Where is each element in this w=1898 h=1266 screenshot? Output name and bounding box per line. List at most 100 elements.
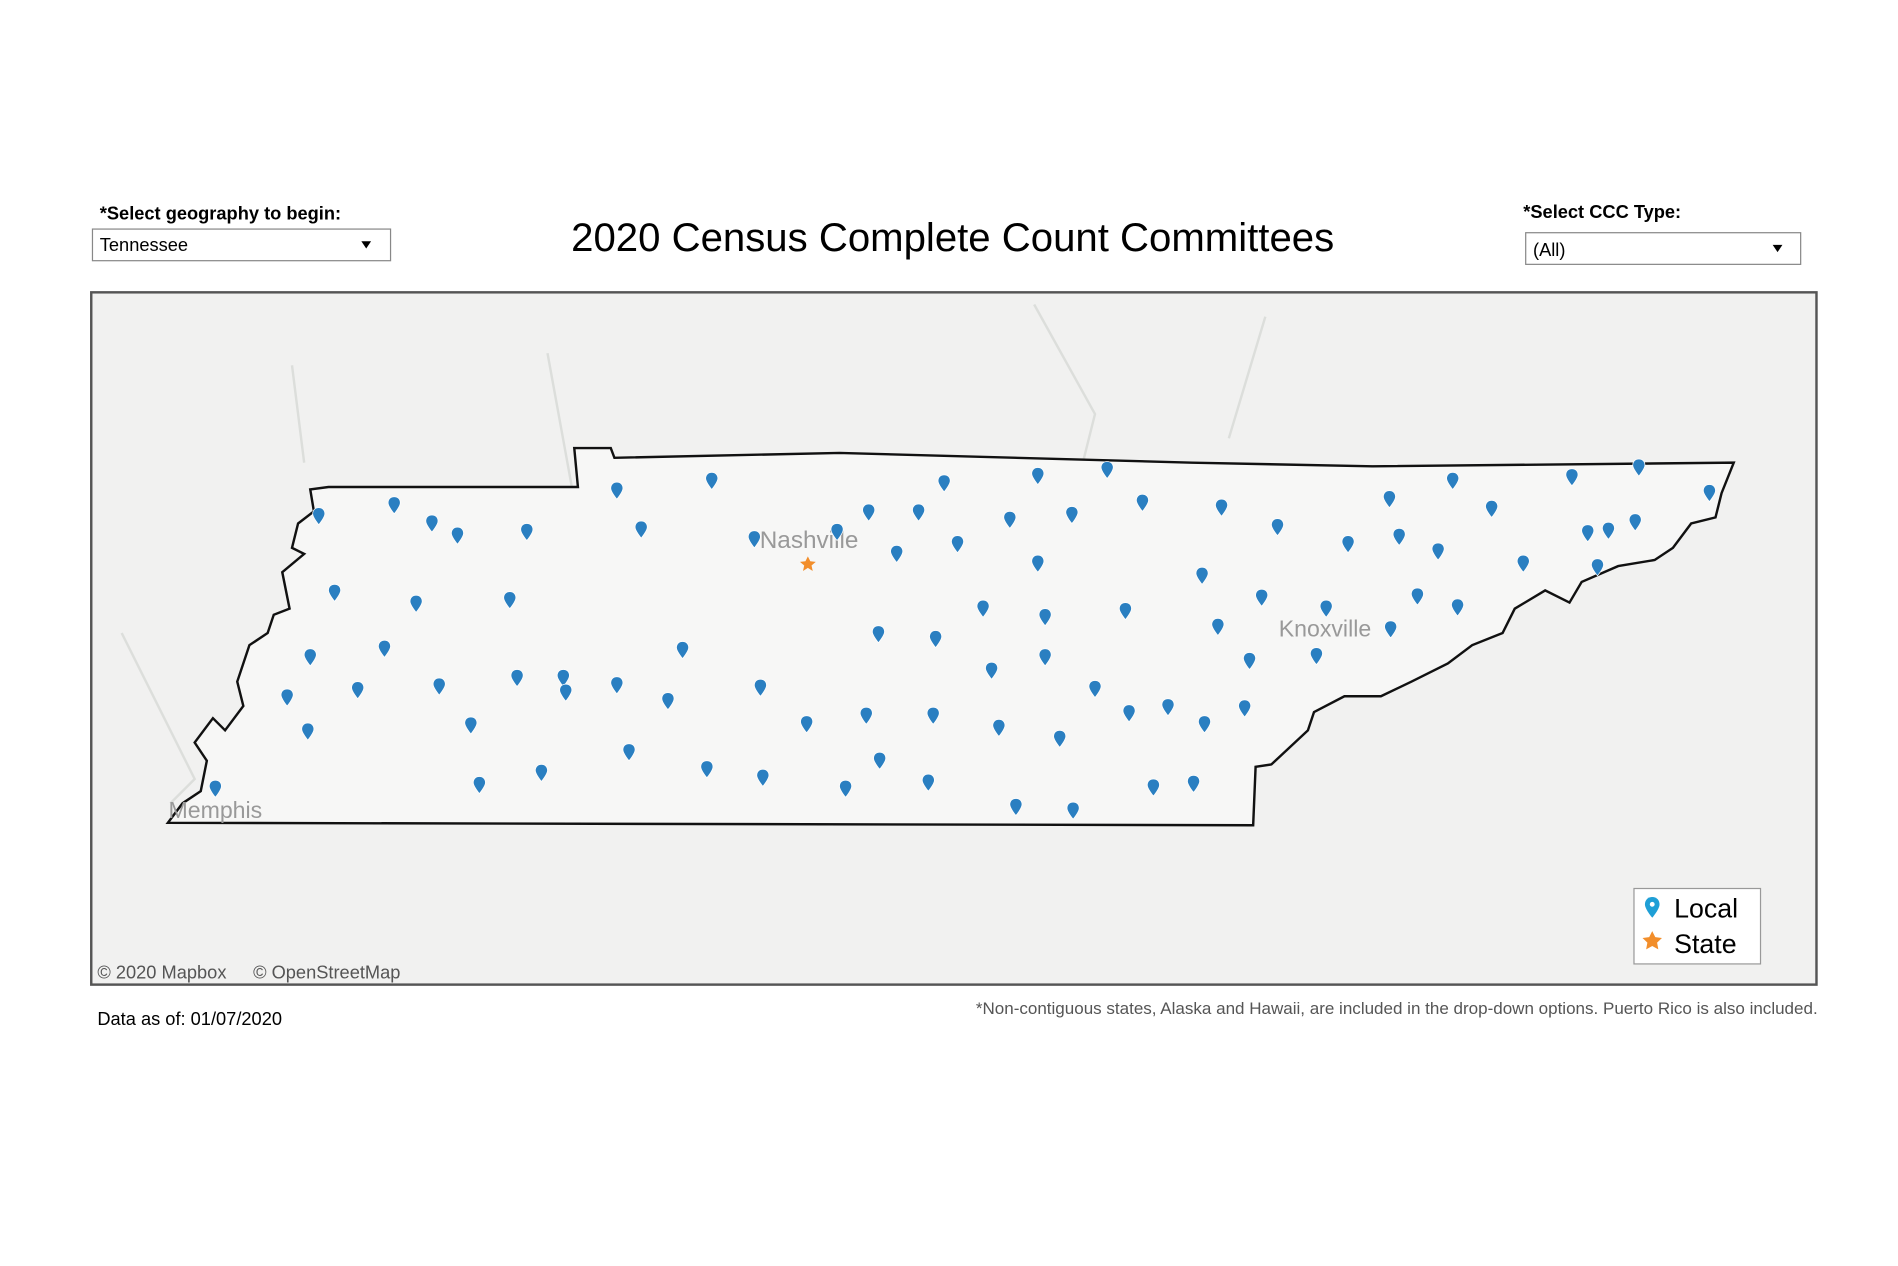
local-pin[interactable]	[1009, 798, 1023, 817]
local-pin[interactable]	[926, 706, 940, 725]
local-pin[interactable]	[1392, 528, 1406, 546]
dropdown-arrow[interactable]	[1772, 244, 1783, 253]
local-pin[interactable]	[610, 676, 624, 695]
local-pin[interactable]	[432, 677, 446, 696]
local-pin[interactable]	[1136, 493, 1149, 512]
local-pin[interactable]	[800, 715, 814, 734]
local-pin[interactable]	[622, 743, 636, 762]
local-pin[interactable]	[280, 688, 294, 707]
local-pin[interactable]	[1211, 618, 1225, 637]
local-pin[interactable]	[839, 779, 853, 798]
local-pin[interactable]	[862, 503, 876, 522]
local-pin[interactable]	[510, 669, 524, 688]
local-pin[interactable]	[859, 706, 873, 725]
local-pin[interactable]	[921, 773, 935, 792]
local-pin[interactable]	[464, 716, 478, 735]
local-pin[interactable]	[1601, 521, 1615, 540]
local-pin[interactable]	[1431, 542, 1445, 561]
local-pin[interactable]	[1451, 598, 1465, 617]
local-pin[interactable]	[756, 768, 770, 787]
local-pin[interactable]	[1446, 472, 1460, 491]
local-pin[interactable]	[1243, 652, 1256, 671]
local-pin[interactable]	[1031, 467, 1045, 486]
dropdown-arrow[interactable]	[361, 241, 372, 249]
local-pin[interactable]	[871, 625, 885, 644]
local-pin[interactable]	[1632, 458, 1646, 477]
local-pin[interactable]	[1187, 774, 1200, 793]
local-pin[interactable]	[1161, 698, 1175, 717]
map[interactable]: Nashville Knoxville Memphis © 2020 Mapbo…	[90, 291, 1818, 986]
local-pin[interactable]	[1382, 490, 1396, 509]
local-pin[interactable]	[1319, 599, 1333, 618]
local-pin[interactable]	[303, 648, 317, 667]
local-pin[interactable]	[976, 599, 990, 618]
local-pin[interactable]	[1146, 778, 1160, 797]
local-pin[interactable]	[503, 591, 517, 610]
local-pin[interactable]	[1066, 801, 1080, 820]
local-pin[interactable]	[472, 776, 486, 795]
local-pin[interactable]	[937, 474, 951, 493]
local-pin[interactable]	[1384, 620, 1398, 639]
local-pin[interactable]	[1581, 524, 1595, 543]
local-pin[interactable]	[830, 523, 844, 542]
local-pin[interactable]	[676, 641, 689, 660]
state-marker[interactable]	[799, 556, 816, 571]
local-pin[interactable]	[912, 503, 926, 522]
local-pin[interactable]	[1198, 715, 1211, 734]
local-pin[interactable]	[1565, 468, 1579, 487]
local-pin[interactable]	[312, 507, 326, 526]
local-pin[interactable]	[1065, 506, 1079, 525]
local-pin[interactable]	[890, 545, 904, 564]
dropdown-value[interactable]: Tennessee	[100, 234, 188, 255]
local-pin[interactable]	[1271, 518, 1284, 537]
local-pin[interactable]	[351, 681, 365, 700]
local-pin[interactable]	[409, 594, 423, 613]
local-pin[interactable]	[700, 760, 714, 779]
local-pin[interactable]	[1003, 510, 1017, 529]
local-pin[interactable]	[1195, 566, 1209, 585]
geography-dropdown[interactable]: Tennessee	[91, 228, 392, 262]
local-pin[interactable]	[873, 751, 887, 770]
local-pin[interactable]	[1031, 554, 1045, 573]
local-pin[interactable]	[1309, 647, 1323, 666]
local-pin[interactable]	[1038, 608, 1052, 627]
dropdown-box[interactable]	[91, 228, 392, 262]
type-dropdown[interactable]: (All)	[1525, 232, 1802, 265]
dropdown-value[interactable]: (All)	[1533, 239, 1565, 260]
local-pin[interactable]	[1100, 461, 1114, 480]
local-pin[interactable]	[1591, 558, 1604, 577]
local-pin[interactable]	[451, 526, 464, 545]
local-pin[interactable]	[208, 779, 222, 798]
local-pin[interactable]	[425, 514, 439, 533]
local-pin[interactable]	[387, 496, 401, 515]
local-pin[interactable]	[705, 472, 719, 491]
local-pin[interactable]	[610, 481, 624, 500]
local-pin[interactable]	[661, 692, 675, 711]
local-pin[interactable]	[992, 719, 1006, 737]
local-pin[interactable]	[1122, 704, 1136, 723]
local-pin[interactable]	[1341, 535, 1355, 554]
local-pin[interactable]	[328, 583, 342, 602]
local-pin[interactable]	[520, 523, 534, 542]
local-pin[interactable]	[378, 639, 391, 658]
local-pin[interactable]	[1038, 648, 1052, 667]
local-pin[interactable]	[747, 530, 761, 549]
local-pin[interactable]	[1215, 498, 1228, 517]
local-pin[interactable]	[1485, 500, 1499, 518]
local-pin[interactable]	[1628, 513, 1642, 532]
local-pin[interactable]	[1702, 484, 1716, 503]
local-pin[interactable]	[929, 630, 943, 649]
local-pin[interactable]	[301, 722, 315, 741]
local-pin[interactable]	[1255, 588, 1269, 607]
local-pin[interactable]	[1516, 554, 1530, 573]
local-pin[interactable]	[534, 764, 548, 783]
local-pin[interactable]	[985, 661, 999, 680]
local-pin[interactable]	[1238, 699, 1252, 718]
local-pin[interactable]	[1088, 680, 1102, 699]
local-pin[interactable]	[1118, 602, 1132, 621]
local-pin[interactable]	[559, 683, 573, 702]
dropdown-box[interactable]	[1525, 232, 1802, 265]
local-pin[interactable]	[634, 520, 648, 539]
local-pin[interactable]	[1410, 587, 1424, 606]
local-pin[interactable]	[1053, 729, 1067, 748]
